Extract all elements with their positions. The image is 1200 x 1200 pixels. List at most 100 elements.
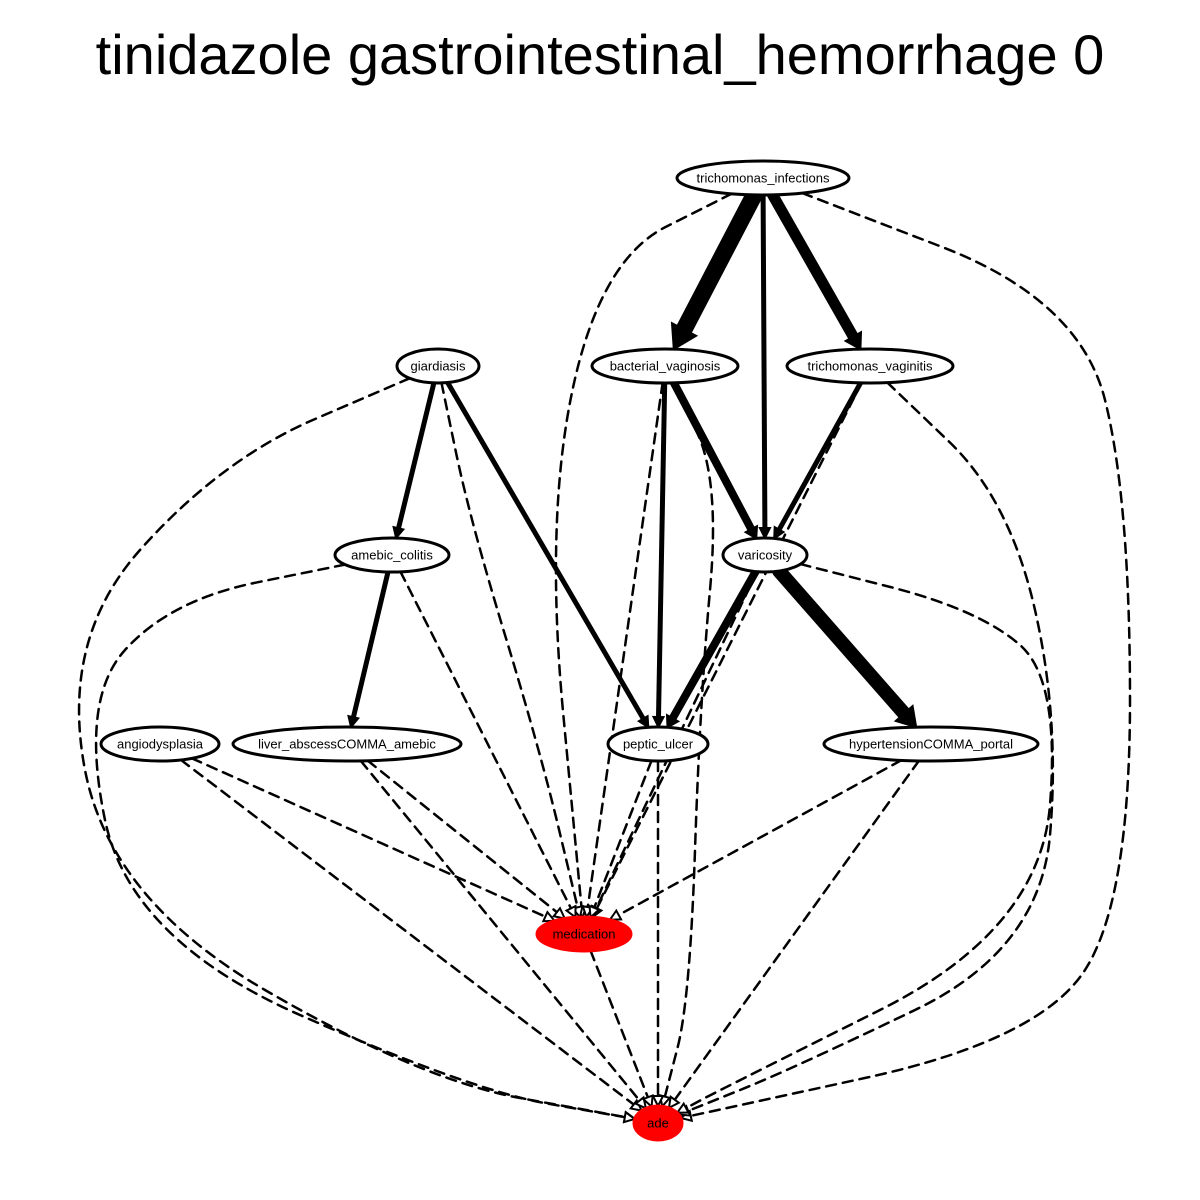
edge-line: [656, 380, 668, 720]
node-ellipse: [606, 725, 710, 763]
node-amebic_colitis: amebic_colitis: [333, 536, 451, 574]
edge-arrowhead: [773, 525, 786, 541]
node-label: giardiasis: [411, 359, 466, 374]
node-label: amebic_colitis: [351, 548, 433, 563]
edge-hypertension_portal-to-medication: [607, 759, 903, 921]
edge-varicosity-to-hypertension_portal: [772, 564, 918, 729]
node-angiodysplasia: angiodysplasia: [99, 725, 221, 763]
node-label: hypertensionCOMMA_portal: [849, 737, 1013, 752]
node-label: medication: [553, 927, 616, 942]
edge-line: [663, 381, 715, 1098]
node-medication: medication: [535, 915, 633, 953]
edge-arrowhead: [670, 321, 699, 351]
edge-line: [669, 378, 756, 534]
edge-line: [440, 381, 579, 909]
edge-arrowhead: [636, 714, 650, 730]
nodes-layer: trichomonas_infections giardiasis bacteria…: [99, 159, 1040, 1142]
node-varicosity: varicosity: [721, 536, 809, 574]
edge-trichomonas_infections-to-varicosity: [758, 192, 772, 541]
edge-varicosity-to-peptic_ulcer: [665, 567, 760, 729]
edge-line: [179, 758, 635, 1106]
edge-line: [399, 570, 573, 910]
edge-line: [592, 759, 653, 910]
node-label: bacterial_vaginosis: [610, 359, 721, 374]
edge-arrowhead: [651, 715, 666, 730]
edge-peptic_ulcer-to-medication: [588, 759, 653, 920]
edge-arrowhead: [347, 714, 361, 730]
node-ellipse: [395, 347, 481, 385]
edge-line: [589, 949, 650, 1099]
edge-giardiasis-to-peptic_ulcer: [445, 380, 650, 730]
edge-line: [673, 759, 921, 1101]
edge-arrowhead: [622, 1110, 637, 1124]
edge-peptic_ulcer-to-ade: [651, 759, 665, 1109]
edge-line: [554, 192, 733, 909]
edge-bacterial_vaginosis-to-peptic_ulcer: [651, 380, 668, 730]
edge-trichomonas_infections-to-bacterial_vaginosis: [670, 186, 763, 351]
node-ellipse: [231, 725, 463, 763]
edge-arrowhead: [675, 1101, 691, 1114]
edge-line: [668, 567, 760, 723]
edge-arrowhead: [843, 330, 863, 351]
edge-line: [767, 189, 859, 343]
edge-giardiasis-to-amebic_colitis: [392, 380, 437, 541]
edge-medication-to-ade: [589, 949, 654, 1109]
edge-arrowhead: [758, 527, 772, 541]
node-ellipse: [721, 536, 809, 574]
edge-trichomonas_infections-to-trichomonas_vaginitis: [767, 189, 863, 351]
node-ellipse: [675, 159, 851, 197]
node-label: peptic_ulcer: [623, 737, 694, 752]
edge-line: [445, 380, 646, 722]
node-ellipse: [632, 1104, 684, 1142]
edge-line: [772, 564, 912, 721]
node-ellipse: [590, 347, 740, 385]
node-ellipse: [822, 725, 1040, 763]
edge-arrowhead: [564, 904, 577, 920]
edge-line: [684, 562, 1054, 1110]
edge-amebic_colitis-to-liver_abscess_amebic: [347, 569, 391, 730]
edge-arrowhead: [893, 704, 918, 729]
node-hypertension_portal: hypertensionCOMMA_portal: [822, 725, 1040, 763]
node-label: trichomonas_infections: [697, 171, 830, 186]
edge-arrowhead: [743, 524, 759, 541]
edge-line: [675, 186, 763, 338]
edge-arrowhead: [392, 525, 406, 541]
edge-line: [776, 380, 864, 533]
node-ellipse: [535, 915, 633, 953]
edges-layer: [77, 186, 1132, 1124]
edge-hypertension_portal-to-ade: [667, 759, 921, 1110]
edge-line: [366, 759, 559, 914]
edge-bacterial_vaginosis-to-medication: [581, 381, 664, 920]
node-bacterial_vaginosis: bacterial_vaginosis: [590, 347, 740, 385]
edge-line: [617, 759, 903, 917]
node-liver_abscess_amebic: liver_abscessCOMMA_amebic: [231, 725, 463, 763]
edge-varicosity-to-ade: [675, 562, 1054, 1114]
edge-line: [689, 191, 1132, 1118]
node-ade: ade: [632, 1104, 684, 1142]
node-label: angiodysplasia: [117, 737, 204, 752]
edge-line: [396, 380, 437, 531]
edge-arrowhead: [651, 1095, 665, 1109]
node-ellipse: [785, 347, 955, 385]
edge-liver_abscess_amebic-to-medication: [366, 759, 567, 920]
diagram-title: tinidazole gastrointestinal_hemorrhage 0: [95, 23, 1105, 86]
node-ellipse: [99, 725, 221, 763]
edge-trichomonas_infections-to-ade: [678, 191, 1132, 1123]
edge-arrowhead: [588, 904, 601, 920]
edge-amebic_colitis-to-medication: [399, 570, 577, 920]
edge-line: [350, 569, 391, 720]
edge-trichomonas_vaginitis-to-medication: [591, 381, 863, 920]
edge-bacterial_vaginosis-to-varicosity: [669, 378, 759, 541]
node-trichomonas_infections: trichomonas_infections: [675, 159, 851, 197]
edge-angiodysplasia-to-medication: [190, 757, 557, 923]
edge-arrowhead: [665, 713, 681, 729]
edge-arrowhead: [541, 910, 557, 923]
node-label: trichomonas_vaginitis: [807, 359, 933, 374]
node-ellipse: [333, 536, 451, 574]
edge-line: [595, 381, 863, 910]
edge-arrowhead: [667, 1095, 681, 1110]
edge-line: [760, 192, 768, 531]
edge-line: [686, 381, 1055, 1113]
edge-trichomonas_vaginitis-to-varicosity: [773, 380, 864, 541]
